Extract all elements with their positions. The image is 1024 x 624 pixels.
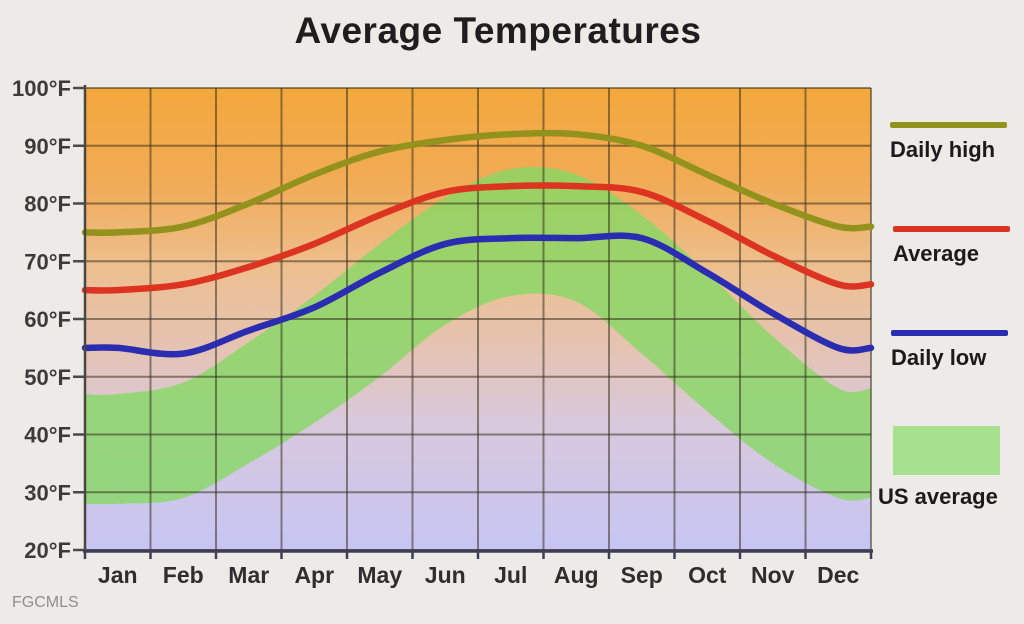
- y-tick-label: 20°F: [24, 538, 71, 563]
- x-tick-label: Dec: [817, 562, 859, 588]
- legend-label-daily-low: Daily low: [891, 345, 987, 370]
- x-tick-label: Mar: [228, 562, 269, 588]
- x-axis-ticks: Jan Feb Mar Apr May Jun Jul Aug Sep Oct Nov Dec: [83, 550, 873, 588]
- daily-low-line-swatch: [891, 330, 1008, 336]
- legend-item-daily-high: Daily high: [890, 122, 1007, 163]
- legend-item-daily-low: Daily low: [891, 330, 1008, 371]
- x-tick-label: Oct: [688, 562, 727, 588]
- series-line-daily-high: [81, 129, 875, 237]
- y-tick-label: 90°F: [24, 134, 71, 159]
- y-tick-label: 40°F: [24, 423, 71, 448]
- average-line-swatch: [893, 226, 1010, 232]
- x-tick-label: Feb: [163, 562, 204, 588]
- watermark: FGCMLS: [12, 594, 79, 611]
- chart-legend: Daily high Average Daily low US average: [878, 0, 1024, 624]
- y-axis-ticks: 100°F 90°F 80°F 70°F 60°F 50°F 40°F 30°F 20°F: [12, 76, 85, 563]
- y-tick-label: 60°F: [24, 307, 71, 332]
- legend-label-daily-high: Daily high: [890, 137, 996, 162]
- daily-high-line-swatch: [890, 122, 1007, 128]
- legend-item-us-average: US average: [878, 426, 1000, 510]
- y-tick-label: 100°F: [12, 76, 71, 101]
- x-tick-label: Sep: [621, 562, 663, 588]
- x-tick-label: Apr: [294, 562, 334, 588]
- x-tick-label: Jul: [494, 562, 527, 588]
- x-tick-label: Aug: [554, 562, 599, 588]
- legend-label-us-average: US average: [878, 484, 998, 509]
- y-tick-label: 30°F: [24, 480, 71, 505]
- legend-label-average: Average: [893, 241, 980, 266]
- y-tick-label: 80°F: [24, 192, 71, 217]
- y-tick-label: 50°F: [24, 365, 71, 390]
- y-tick-label: 70°F: [24, 249, 71, 274]
- gridlines: [84, 87, 872, 551]
- x-tick-label: Jan: [98, 562, 138, 588]
- x-tick-label: Nov: [751, 562, 795, 588]
- x-tick-label: May: [357, 562, 402, 588]
- series-line-average: [81, 182, 875, 294]
- series-line-daily-low: [81, 232, 875, 358]
- chart-title: Average Temperatures: [294, 10, 702, 51]
- us-average-area-swatch: [893, 426, 1000, 475]
- legend-item-average: Average: [893, 226, 1010, 267]
- x-tick-label: Jun: [425, 562, 466, 588]
